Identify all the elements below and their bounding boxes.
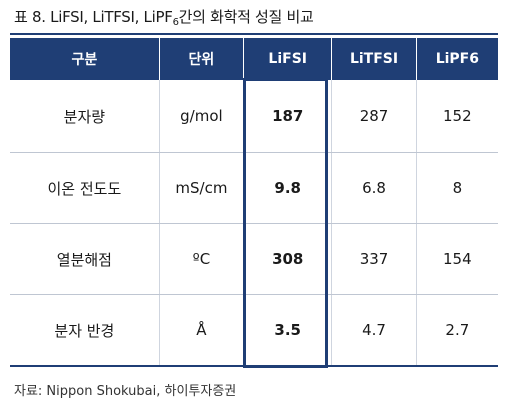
litfsi-value: 287 [332,80,417,152]
lifsi-value: 9.8 [244,153,333,223]
lifsi-value: 187 [244,80,333,152]
table-header: 구분 단위 LiFSI LiTFSI LiPF6 [10,38,498,80]
table-row: 분자 반경 Å 3.5 4.7 2.7 [10,295,498,367]
header-unit: 단위 [160,38,245,80]
litfsi-value: 6.8 [332,153,417,223]
row-label: 이온 전도도 [10,153,160,223]
lifsi-value: 308 [244,224,333,294]
table-row: 분자량 g/mol 187 287 152 [10,80,498,153]
row-label: 열분해점 [10,224,160,294]
lipf6-value: 154 [443,250,472,268]
row-unit: mS/cm [160,153,245,223]
table-row: 열분해점 ºC 308 337 154 [10,224,498,295]
row-unit: ºC [160,224,245,294]
header-category: 구분 [10,38,160,80]
row-unit: g/mol [160,80,245,152]
header-lifsi: LiFSI [244,38,333,80]
row-label: 분자량 [10,80,160,152]
lipf6-value: 8 [452,179,463,197]
litfsi-value: 337 [332,224,417,294]
top-rule [10,33,498,35]
lifsi-value: 3.5 [244,295,333,365]
row-label: 분자 반경 [10,295,160,365]
table-title: 표 8. LiFSI, LiTFSI, LiPF6간의 화학적 성질 비교 [14,8,314,28]
lipf6-value: 152 [443,107,472,125]
table-row: 이온 전도도 mS/cm 9.8 6.8 8 [10,153,498,224]
table-body: 분자량 g/mol 187 287 152 이온 전도도 mS/cm 9.8 6… [10,80,498,367]
header-litfsi: LiTFSI [332,38,417,80]
source-note: 자료: Nippon Shokubai, 하이투자증권 [14,384,237,399]
header-lipf6: LiPF6 [435,51,479,67]
lipf6-value: 2.7 [445,321,470,339]
litfsi-value: 4.7 [332,295,417,365]
row-unit: Å [160,295,245,365]
